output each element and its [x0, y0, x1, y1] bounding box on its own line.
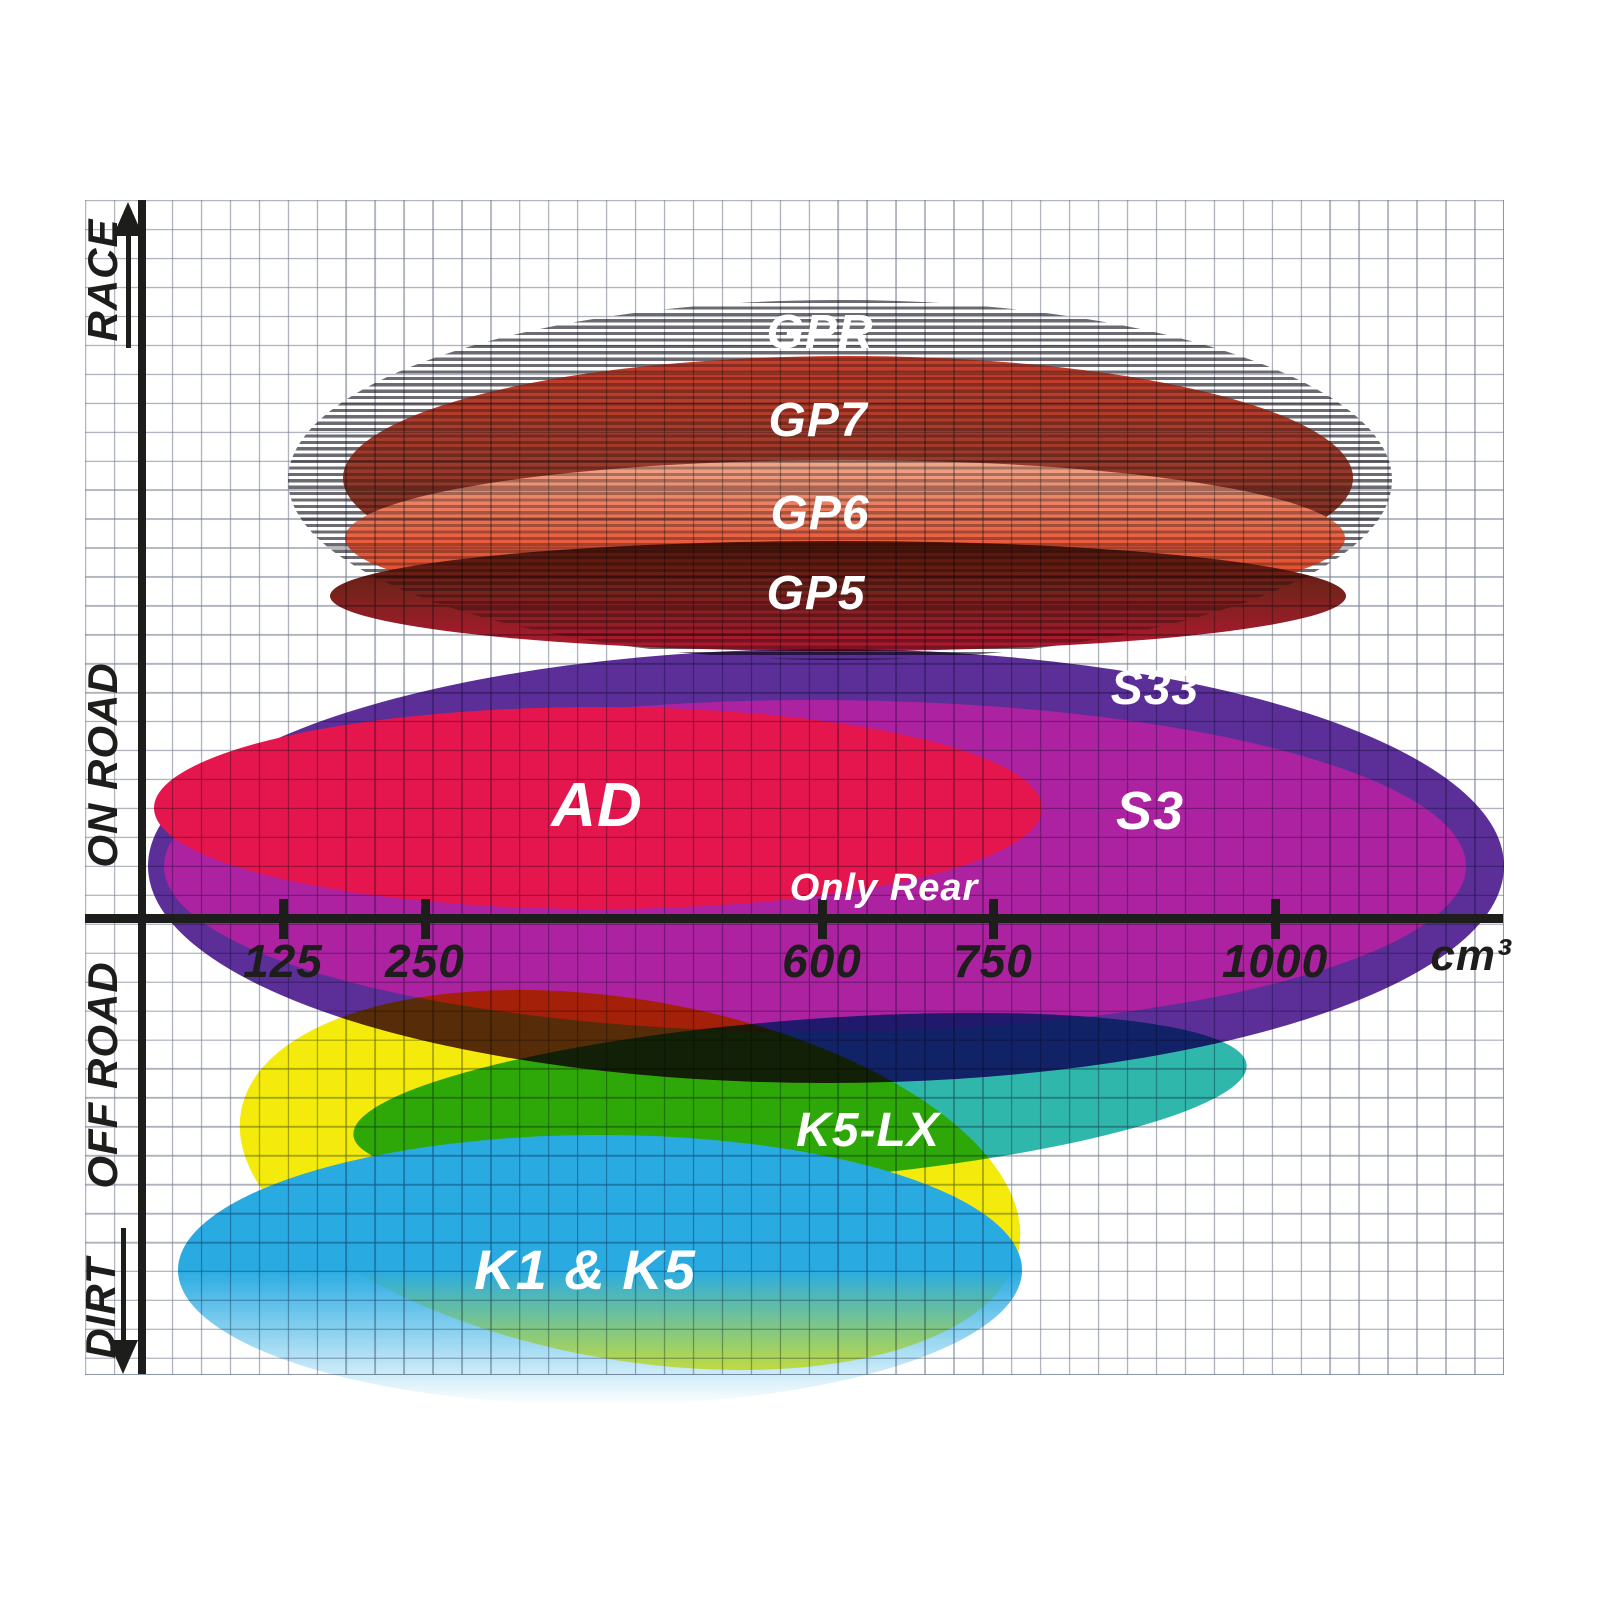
compound-label-k1-k5: K1 & K5 — [474, 1238, 696, 1301]
compound-label-gp6: GP6 — [770, 487, 870, 540]
x-tick-label: 750 — [953, 935, 1033, 987]
x-axis-unit-label: cm³ — [1430, 931, 1512, 980]
compound-label-k5-lx: K5-LX — [796, 1104, 940, 1157]
category-label-on-road: ON ROAD — [79, 662, 126, 868]
compound-label-ad: AD — [551, 771, 643, 840]
category-label-race: RACE — [79, 218, 126, 342]
category-label-off-road: OFF ROAD — [79, 961, 126, 1189]
compound-label-gpr: GPR — [766, 306, 874, 359]
compound-label-only-rear: Only Rear — [789, 867, 979, 909]
compound-label-s3: S3 — [1115, 781, 1185, 841]
x-tick-label: 600 — [782, 935, 862, 987]
compound-label-s33: S33 — [1110, 662, 1200, 715]
compound-label-gp7: GP7 — [768, 394, 868, 447]
category-label-dirt: DIRT — [77, 1257, 124, 1359]
x-tick-label: 125 — [243, 935, 323, 987]
compound-label-gp5: GP5 — [766, 567, 866, 620]
x-tick-label: 250 — [385, 935, 465, 987]
x-tick-label: 1000 — [1221, 935, 1329, 987]
